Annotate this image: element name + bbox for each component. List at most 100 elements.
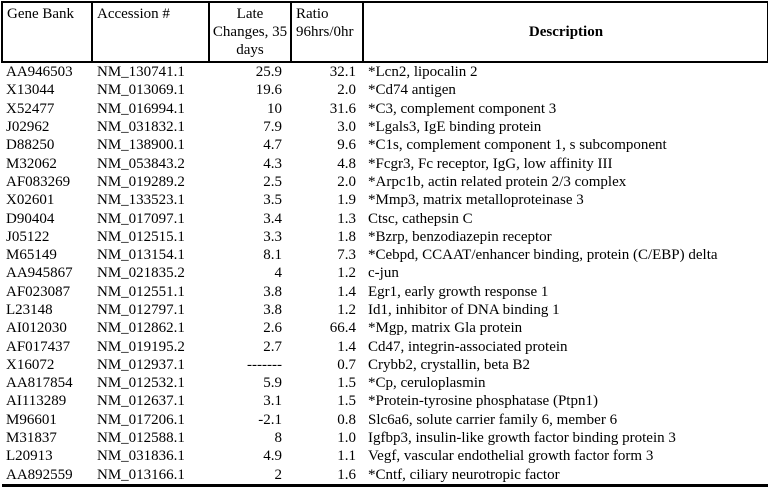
table-row: AA945867 NM_021835.2 4 1.2 c-jun [2, 264, 768, 283]
cell-gene-bank: L20913 [6, 448, 53, 465]
cell-gene-bank: D90404 [6, 210, 55, 227]
cell-accession: NM_031832.1 [97, 119, 185, 136]
cell-ratio: 9.6 [337, 137, 356, 154]
table-row: M32062 NM_053843.2 4.3 4.8 *Fcgr3, Fc recept… [2, 154, 768, 173]
cell-ratio: 1.5 [337, 393, 356, 410]
cell-accession: NM_053843.2 [97, 155, 185, 172]
cell-gene-bank: X13044 [6, 82, 55, 99]
cell-description: Id1, inhibitor of DNA binding 1 [363, 300, 768, 320]
cell-late-changes: 5.9 [263, 375, 282, 392]
cell-ratio: 0.7 [337, 356, 356, 373]
cell-ratio: 3.0 [337, 119, 356, 136]
header-late-changes: Late Changes, 35 days [208, 1, 292, 63]
table-row: AF017437 NM_019195.2 2.7 1.4 Cd47, integrin-… [2, 337, 768, 356]
cell-description: *Cp, ceruloplasmin [363, 374, 768, 393]
cell-late-changes: 4.9 [263, 448, 282, 465]
cell-late-changes: 3.3 [263, 228, 282, 245]
header-ratio: Ratio 96hrs/0hr [290, 1, 364, 63]
cell-late-changes: 19.6 [255, 82, 282, 99]
cell-description: *C3, complement component 3 [363, 99, 768, 118]
cell-description: Cd47, integrin-associated protein [363, 337, 768, 356]
cell-gene-bank: J02962 [6, 119, 50, 136]
cell-gene-bank: X52477 [6, 100, 55, 117]
cell-accession: NM_017206.1 [97, 411, 185, 428]
cell-accession: NM_012797.1 [97, 302, 185, 318]
cell-accession: NM_016994.1 [97, 100, 185, 117]
cell-ratio: 1.4 [337, 338, 356, 355]
cell-accession: NM_019289.2 [97, 173, 185, 190]
cell-gene-bank: AF083269 [6, 173, 71, 190]
cell-gene-bank: X02601 [6, 192, 55, 209]
cell-accession: NM_012515.1 [97, 228, 185, 245]
table-row: AI113289 NM_012637.1 3.1 1.5 *Protein-tyrosi… [2, 392, 768, 411]
table-row: X52477 NM_016994.1 10 31.6 *C3, complement c… [2, 99, 768, 118]
cell-ratio: 1.5 [337, 375, 356, 392]
cell-description: *Cd74 antigen [363, 81, 768, 100]
cell-accession: NM_021835.2 [97, 265, 185, 282]
cell-accession: NM_019195.2 [97, 338, 185, 355]
cell-ratio: 2.0 [337, 82, 356, 99]
cell-description: Vegf, vascular endothelial growth factor… [363, 447, 768, 466]
cell-ratio: 66.4 [329, 320, 356, 337]
cell-accession: NM_130741.1 [97, 64, 185, 81]
table-row: AA946503 NM_130741.1 25.9 32.1 *Lcn2, lipoca… [2, 62, 768, 82]
cell-description: *Fcgr3, Fc receptor, IgG, low affinity I… [363, 154, 768, 173]
cell-ratio: 1.3 [337, 210, 356, 227]
cell-late-changes: 10 [267, 100, 282, 117]
table-row: X13044 NM_013069.1 19.6 2.0 *Cd74 antigen [2, 81, 768, 100]
cell-description: *Bzrp, benzodiazepin receptor [363, 227, 768, 246]
cell-description: *Cntf, ciliary neurotropic factor [363, 465, 768, 487]
cell-ratio: 1.0 [337, 430, 356, 447]
cell-late-changes: 8.1 [263, 247, 282, 264]
cell-description: Igfbp3, insulin-like growth factor bindi… [363, 428, 768, 448]
table-row: M65149 NM_013154.1 8.1 7.3 *Cebpd, CCAAT/enh… [2, 245, 768, 265]
cell-gene-bank: M32062 [6, 155, 57, 172]
cell-accession: NM_013154.1 [97, 247, 185, 264]
cell-late-changes: 25.9 [255, 64, 282, 81]
header-accession: Accession # [91, 1, 210, 63]
cell-ratio: 1.4 [337, 283, 356, 300]
cell-late-changes: 4 [274, 265, 283, 282]
cell-description: *Protein-tyrosine phosphatase (Ptpn1) [363, 392, 768, 411]
cell-description: *Cebpd, CCAAT/enhancer binding, protein … [363, 245, 768, 265]
cell-gene-bank: AA945867 [6, 265, 73, 282]
table-row: AI012030 NM_012862.1 2.6 66.4 *Mgp, matrix G… [2, 319, 768, 338]
cell-ratio: 7.3 [337, 247, 356, 264]
header-gene-bank: Gene Bank [1, 1, 93, 63]
cell-gene-bank: AF023087 [6, 283, 71, 300]
table-row: D90404 NM_017097.1 3.4 1.3 Ctsc, cathepsin C [2, 209, 768, 228]
cell-description: *C1s, complement component 1, s subcompo… [363, 136, 768, 155]
cell-gene-bank: AA817854 [6, 375, 73, 392]
cell-late-changes: 4.3 [263, 155, 282, 172]
cell-gene-bank: M96601 [6, 411, 57, 428]
cell-accession: NM_031836.1 [97, 448, 185, 465]
cell-description: *Arpc1b, actin related protein 2/3 compl… [363, 172, 768, 192]
cell-ratio: 4.8 [337, 155, 356, 172]
cell-description: Crybb2, crystallin, beta B2 [363, 355, 768, 375]
table-row: AA817854 NM_012532.1 5.9 1.5 *Cp, ceruloplas… [2, 374, 768, 393]
cell-gene-bank: AI113289 [6, 393, 67, 410]
cell-late-changes: 7.9 [263, 119, 282, 136]
cell-description: *Mmp3, matrix metalloproteinase 3 [363, 191, 768, 210]
table-row: M31837 NM_012588.1 8 1.0 Igfbp3, insulin-lik… [2, 428, 768, 448]
cell-accession: NM_012551.1 [97, 283, 185, 300]
cell-gene-bank: L23148 [6, 302, 53, 318]
cell-description: *Lgals3, IgE binding protein [363, 117, 768, 137]
cell-accession: NM_013166.1 [92, 465, 209, 487]
cell-late-changes: 3.8 [263, 283, 282, 300]
cell-description: Ctsc, cathepsin C [363, 209, 768, 228]
cell-late-changes: 2 [209, 465, 291, 487]
table-row: J02962 NM_031832.1 7.9 3.0 *Lgals3, IgE bind… [2, 117, 768, 137]
table-row: AA892559 NM_013166.1 2 1.6 *Cntf, ciliary ne… [2, 465, 768, 487]
table-row: L20913 NM_031836.1 4.9 1.1 Vegf, vascular en… [2, 447, 768, 466]
cell-description: *Lcn2, lipocalin 2 [363, 62, 768, 82]
cell-description: *Mgp, matrix Gla protein [363, 319, 768, 338]
table-row: X02601 NM_133523.1 3.5 1.9 *Mmp3, matrix met… [2, 191, 768, 210]
cell-description: c-jun [363, 264, 768, 283]
cell-late-changes: ------- [247, 356, 282, 373]
cell-accession: NM_012588.1 [97, 430, 185, 447]
table-row: L23148 NM_012797.1 3.8 1.2 Id1, inhibitor of… [2, 300, 768, 320]
cell-gene-bank: AA946503 [6, 64, 73, 81]
cell-accession: NM_012937.1 [97, 356, 185, 373]
